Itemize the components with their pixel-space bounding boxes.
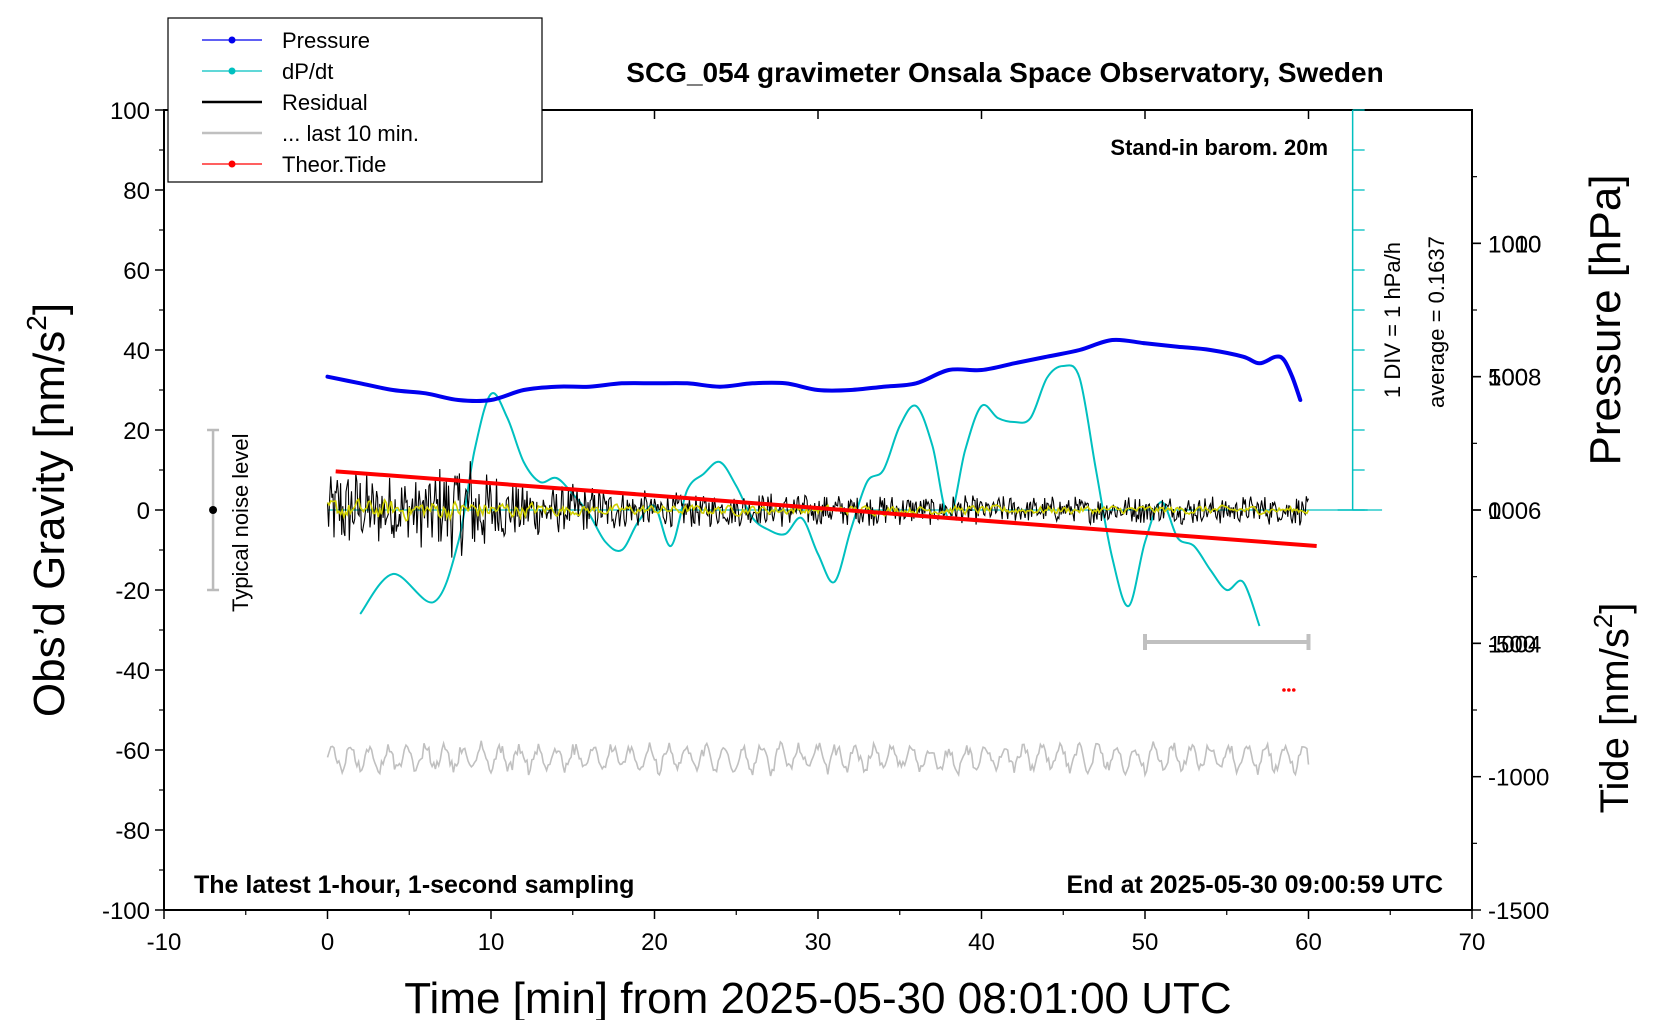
y-left-tick-label: 60 — [123, 258, 150, 285]
y-left-tick-label: 80 — [123, 178, 150, 205]
series-last10 — [326, 740, 1310, 778]
x-tick-label: 40 — [968, 929, 995, 956]
y-left-tick-label: 20 — [123, 418, 150, 445]
x-tick-label: 20 — [641, 929, 668, 956]
tide-tick-label: 0 — [1488, 498, 1501, 525]
legend-marker — [228, 67, 236, 75]
y-axis-left-title-close: ] — [25, 303, 74, 315]
y-axis-left-title-exp: 2 — [21, 315, 52, 331]
legend-label: ... last 10 min. — [282, 121, 419, 146]
x-tick-label: 10 — [478, 929, 505, 956]
tide-tick-label: -500 — [1488, 631, 1536, 658]
x-tick-label: 30 — [805, 929, 832, 956]
tide-marker-dot — [1287, 688, 1291, 692]
series-residual-smoothed — [326, 497, 1310, 522]
legend-label: dP/dt — [282, 59, 333, 84]
y-left-tick-label: -60 — [115, 738, 150, 765]
legend: Pressure dP/dt Residual ... last 10 min. The… — [167, 17, 543, 183]
y-left-tick-label: 0 — [137, 498, 150, 525]
noise-bar-center — [209, 506, 218, 514]
tide-tick-label: 1000 — [1488, 231, 1541, 258]
chart-title: SCG_054 gravimeter Onsala Space Observat… — [626, 57, 1383, 88]
series-dpdt — [359, 364, 1261, 627]
dpdt-axis — [1337, 109, 1368, 511]
noise-level-label: Typical noise level — [228, 433, 253, 612]
legend-items: Pressure dP/dt Residual ... last 10 min. The… — [202, 28, 419, 177]
series-tide — [335, 469, 1317, 548]
x-tick-label: 60 — [1295, 929, 1322, 956]
y-left-tick-label: 100 — [110, 98, 150, 125]
div-annotation: 1 DIV = 1 hPa/h — [1380, 242, 1405, 398]
y-left-tick-label: -100 — [102, 898, 150, 925]
tide-tick-label: 500 — [1488, 365, 1528, 392]
legend-label: Residual — [282, 90, 368, 115]
y-axis-left-title-main: Obs’d Gravity [nm/s — [25, 331, 74, 717]
tide-axis-title-main: Tide [nm/s — [1593, 628, 1637, 813]
tide-tick-label: -1000 — [1488, 765, 1549, 792]
sampling-annotation: The latest 1-hour, 1-second sampling — [194, 871, 634, 899]
tide-axis-title-close: ] — [1593, 603, 1637, 614]
x-tick-label: 0 — [321, 929, 334, 956]
tide-marker-dot — [1282, 688, 1286, 692]
average-annotation: average = 0.1637 — [1424, 236, 1449, 408]
x-tick-label: -10 — [147, 929, 182, 956]
legend-label: Pressure — [282, 28, 370, 53]
x-tick-label: 70 — [1459, 929, 1486, 956]
y-left-tick-label: 40 — [123, 338, 150, 365]
pressure-tick-label: 1010 — [1488, 231, 1541, 258]
y-left-tick-label: -80 — [115, 818, 150, 845]
marks-layer — [207, 428, 1311, 692]
legend-marker — [228, 36, 236, 44]
legend-label: Theor.Tide — [282, 152, 386, 177]
barometer-annotation: Stand-in barom. 20m — [1110, 135, 1328, 160]
tick-layer: -10 0 10 20 30 40 50 60 70100806040200-20-40-60-… — [102, 98, 1549, 956]
pressure-tick-label: 1004 — [1488, 631, 1541, 658]
tide-axis-title: Tide [nm/s2] — [1588, 603, 1637, 814]
series-layer — [325, 337, 1383, 778]
tide-marker-dot — [1291, 688, 1296, 692]
pressure-tick-label: 1008 — [1488, 365, 1541, 392]
y-left-tick-label: -40 — [115, 658, 150, 685]
pressure-tick-label: 1006 — [1488, 498, 1541, 525]
tide-axis-title-exp: 2 — [1588, 614, 1618, 628]
x-tick-label: 50 — [1132, 929, 1159, 956]
x-axis-title: Time [min] from 2025-05-30 08:01:00 UTC — [404, 974, 1231, 1020]
pressure-axis-title: Pressure [hPa] — [1581, 174, 1630, 465]
tide-tick-label: -1500 — [1488, 898, 1549, 925]
legend-marker — [228, 160, 236, 168]
y-axis-left-title: Obs’d Gravity [nm/s2] — [21, 303, 74, 717]
legend-box — [167, 17, 543, 183]
series-pressure — [325, 337, 1303, 404]
y-left-tick-label: -20 — [115, 578, 150, 605]
end-time-annotation: End at 2025-05-30 09:00:59 UTC — [1066, 871, 1443, 899]
